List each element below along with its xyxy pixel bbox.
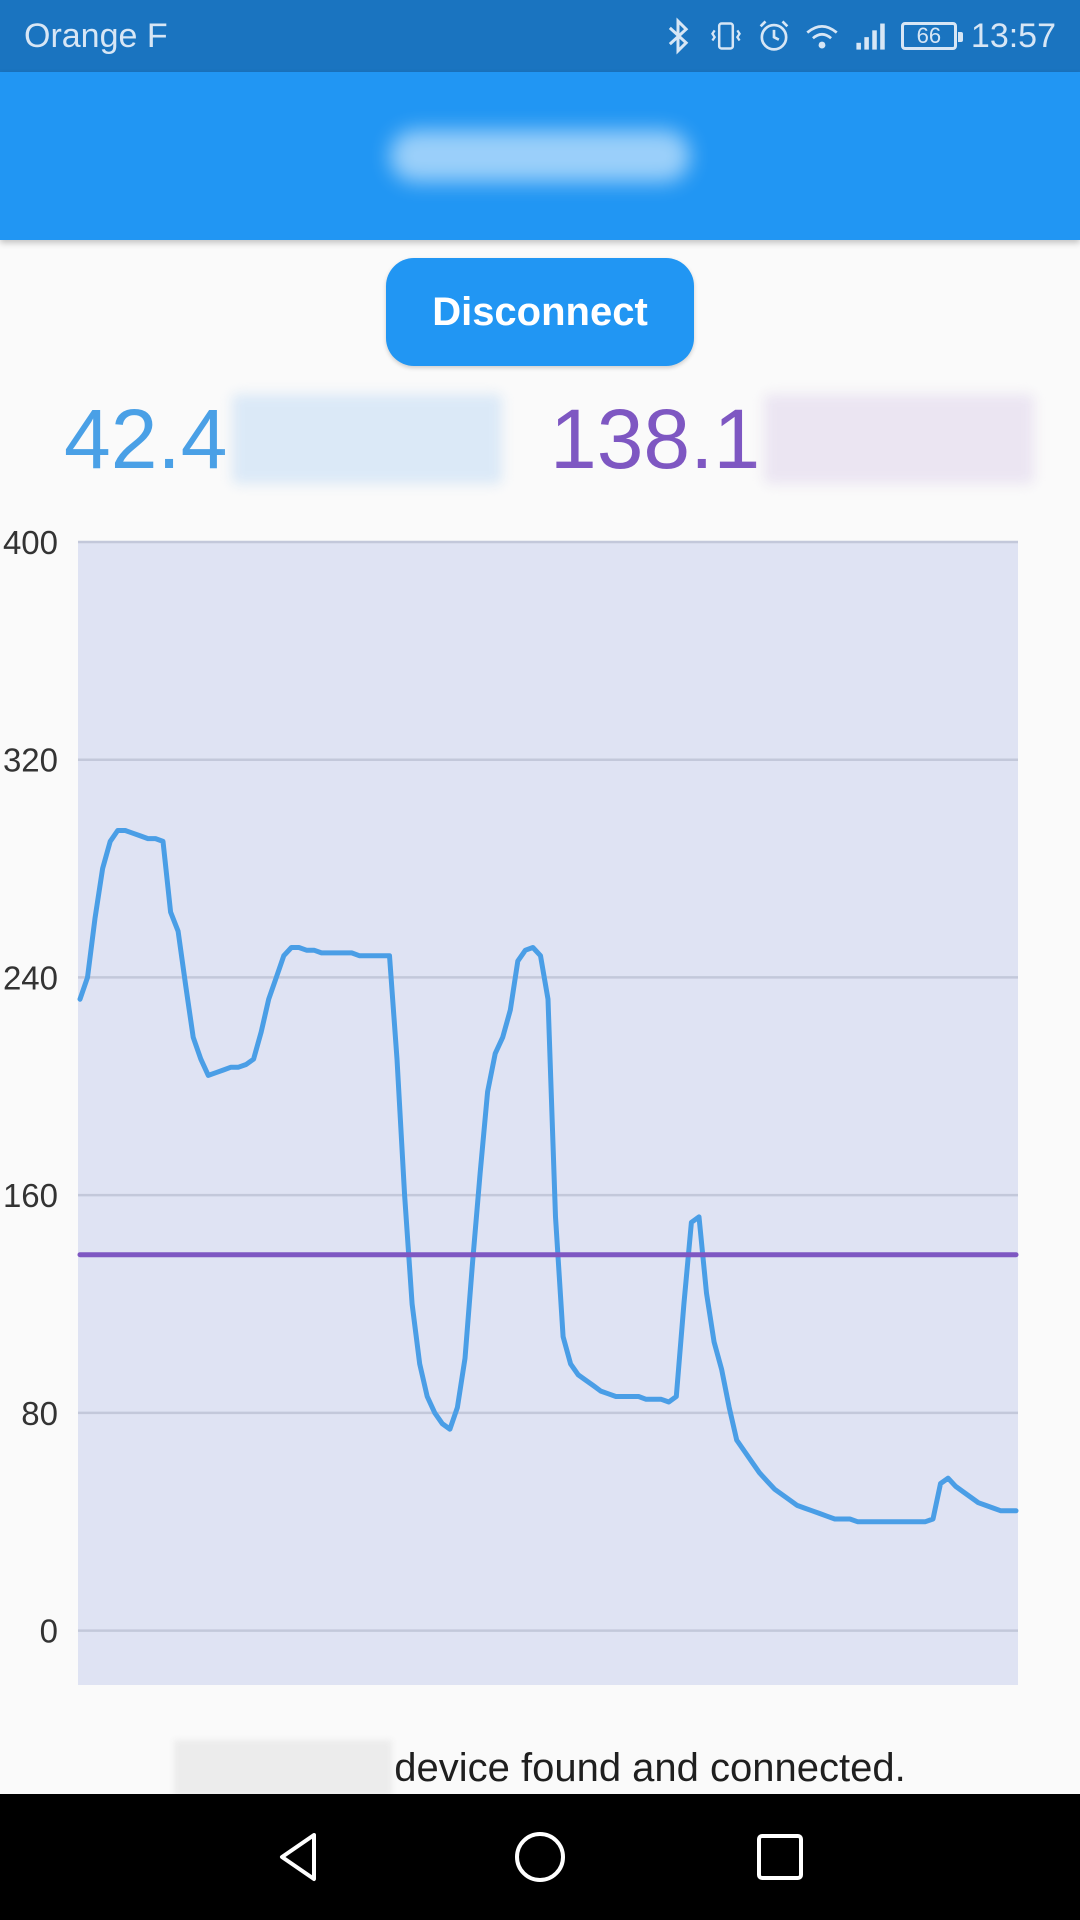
connection-status-text: device found and connected. bbox=[394, 1745, 906, 1790]
line-chart: 0 80 160 240 320 400 bbox=[0, 510, 1080, 1690]
home-button[interactable] bbox=[490, 1807, 590, 1907]
bluetooth-icon bbox=[661, 17, 695, 55]
y-tick-label: 240 bbox=[3, 959, 58, 996]
alarm-icon bbox=[757, 17, 791, 55]
y-tick-label: 0 bbox=[40, 1613, 58, 1650]
y-tick-label: 80 bbox=[21, 1395, 58, 1432]
readout-secondary-value: 138.1 bbox=[550, 392, 761, 486]
chart-svg: 0 80 160 240 320 400 bbox=[3, 524, 1019, 1685]
plot-area bbox=[78, 542, 1018, 1685]
readout-secondary-unit-obscured bbox=[764, 394, 1035, 484]
readout-primary: 42.4 bbox=[64, 384, 502, 494]
y-tick-label: 320 bbox=[3, 742, 58, 779]
battery-icon: 66 bbox=[900, 22, 963, 50]
clock: 13:57 bbox=[970, 16, 1056, 55]
y-tick-label: 160 bbox=[3, 1177, 58, 1214]
series-line-0 bbox=[77, 828, 1019, 1525]
vibrate-icon bbox=[709, 17, 743, 55]
back-button[interactable] bbox=[250, 1807, 350, 1907]
app-bar bbox=[0, 72, 1080, 240]
recents-button[interactable] bbox=[730, 1807, 830, 1907]
carrier-name: Orange F bbox=[24, 16, 168, 55]
home-icon bbox=[515, 1832, 565, 1882]
battery-level: 66 bbox=[916, 23, 942, 48]
disconnect-button[interactable]: Disconnect bbox=[386, 258, 694, 366]
status-bar: Orange F 66 13:57 bbox=[0, 0, 1080, 72]
readout-secondary: 138.1 bbox=[550, 384, 1035, 494]
wifi-icon bbox=[805, 17, 839, 55]
y-tick-label: 400 bbox=[3, 524, 58, 561]
recents-icon bbox=[757, 1834, 803, 1880]
readout-primary-value: 42.4 bbox=[64, 392, 228, 486]
back-icon bbox=[280, 1833, 316, 1881]
status-icons: 66 13:57 bbox=[661, 17, 1056, 56]
readout-primary-unit-obscured bbox=[231, 394, 502, 484]
signal-icon bbox=[853, 17, 887, 55]
app-title-obscured bbox=[390, 130, 690, 182]
navigation-bar bbox=[0, 1794, 1080, 1920]
device-name-obscured bbox=[174, 1740, 393, 1796]
connection-status: device found and connected. bbox=[0, 1736, 1080, 1800]
